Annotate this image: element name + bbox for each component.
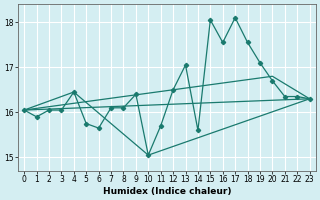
X-axis label: Humidex (Indice chaleur): Humidex (Indice chaleur): [103, 187, 231, 196]
